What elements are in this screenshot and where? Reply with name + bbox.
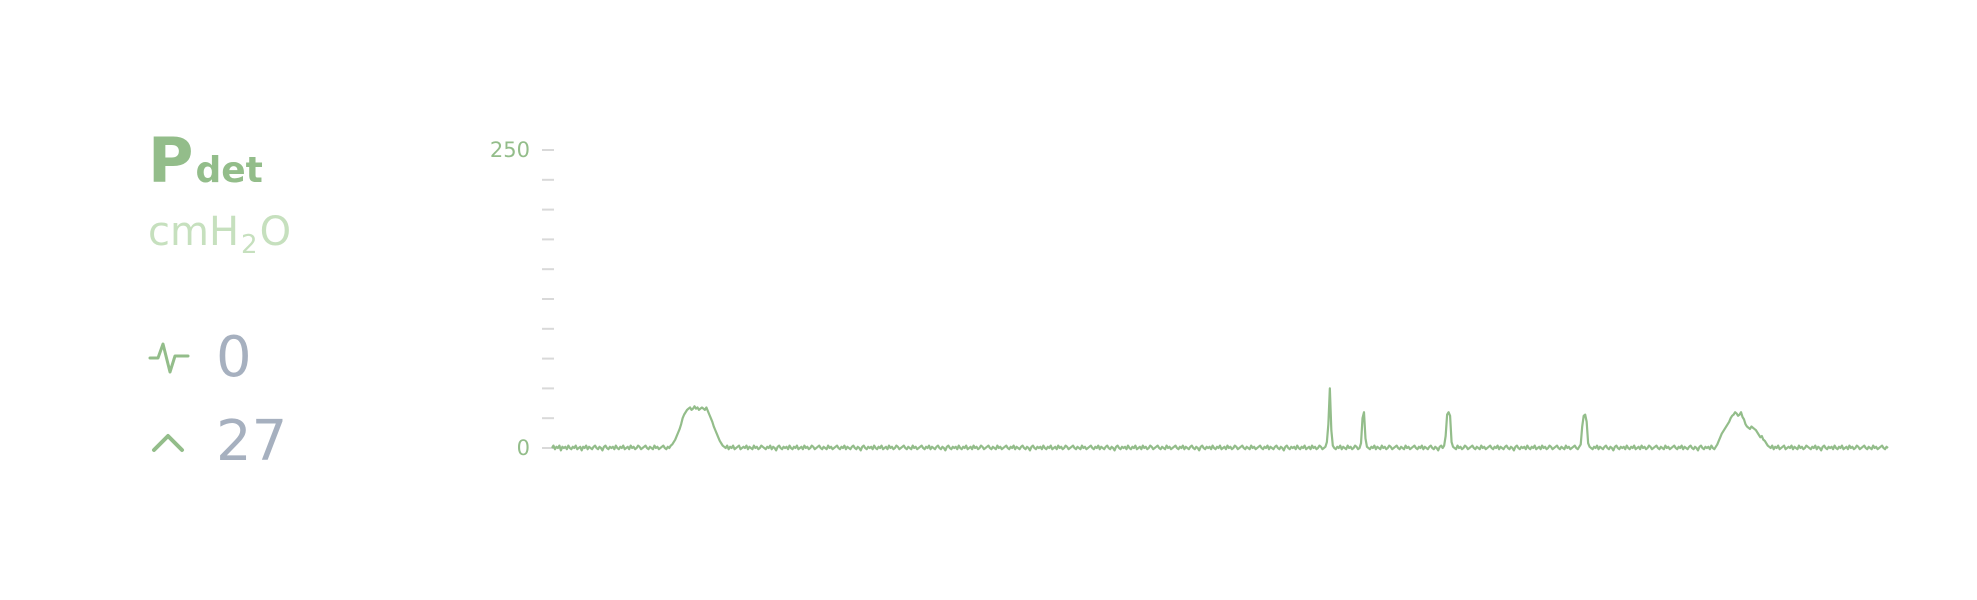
y-axis-ticks (542, 149, 554, 449)
y-tick-label-250: 250 (490, 138, 530, 162)
stat-current: 0 (148, 328, 252, 388)
channel-name: Pdet (148, 130, 263, 192)
channel-name-main: P (148, 124, 194, 197)
y-tick-label-0: 0 (517, 436, 530, 460)
channel-panel: Pdet cmH2O 0 27 (148, 130, 448, 470)
pressure-chart: 250 0 (490, 138, 1889, 460)
chevron-up-icon (148, 418, 196, 466)
channel-unit: cmH2O (148, 209, 292, 258)
unit-subscript: 2 (241, 230, 258, 260)
stat-max: 27 (148, 412, 287, 472)
pulse-icon (148, 334, 196, 382)
pdet-series-line (551, 387, 1889, 452)
channel-name-sub: det (195, 150, 263, 191)
unit-suffix: O (259, 209, 292, 255)
current-value: 0 (216, 325, 252, 390)
max-value: 27 (216, 409, 288, 474)
unit-prefix: cmH (148, 209, 240, 255)
